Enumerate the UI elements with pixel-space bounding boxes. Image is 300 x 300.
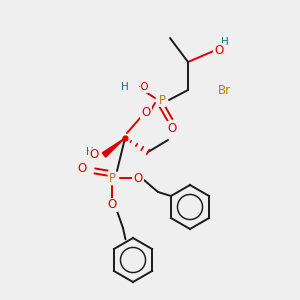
Polygon shape xyxy=(102,138,125,157)
Text: O: O xyxy=(107,199,117,212)
Text: O: O xyxy=(167,122,177,134)
Text: ·O: ·O xyxy=(138,82,150,92)
Text: P: P xyxy=(158,94,166,106)
Text: O: O xyxy=(141,106,151,118)
Text: O: O xyxy=(90,148,99,161)
Text: H: H xyxy=(86,147,94,157)
Text: O: O xyxy=(134,172,142,184)
Text: O: O xyxy=(77,161,87,175)
Text: O: O xyxy=(214,44,224,56)
Text: H: H xyxy=(121,82,129,92)
Text: H: H xyxy=(221,37,229,47)
Text: P: P xyxy=(109,172,116,184)
Text: Br: Br xyxy=(218,83,231,97)
